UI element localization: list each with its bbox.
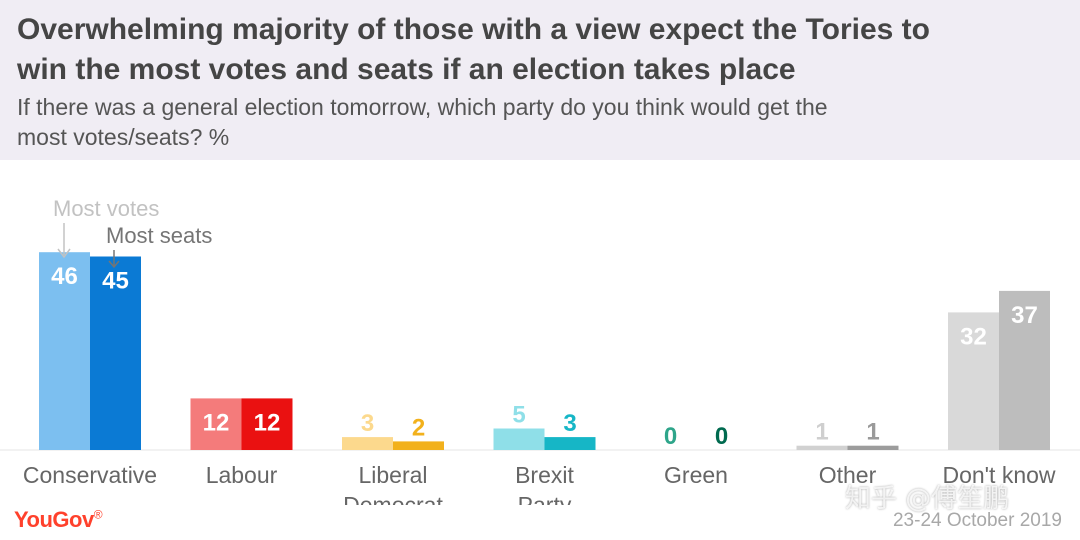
bar-votes-0: [39, 252, 90, 450]
bar-votes-6: [948, 312, 999, 450]
data-label-votes-3: 5: [512, 402, 525, 429]
survey-date: 23-24 October 2019: [892, 510, 1062, 531]
bar-votes-3: [493, 428, 545, 450]
category-label-3-0: Brexit: [515, 462, 574, 488]
bar-seats-3: [544, 437, 596, 450]
annotation-seats-arrow-head: [108, 260, 120, 269]
bar-seats-2: [393, 441, 444, 450]
category-label-2-1: Democrat: [343, 492, 443, 505]
data-label-votes-0: 46: [51, 263, 78, 290]
chart-subtitle: If there was a general election tomorrow…: [17, 92, 1017, 152]
subtitle-line-2: most votes/seats? %: [17, 124, 230, 150]
data-label-votes-5: 1: [815, 419, 828, 446]
subtitle-line-1: If there was a general election tomorrow…: [17, 94, 828, 120]
yougov-logo: YouGov®: [14, 507, 103, 533]
title-line-2: win the most votes and seats if an elect…: [17, 53, 796, 86]
logo-text: YouGov: [14, 507, 94, 532]
chart-title: Overwhelming majority of those with a vi…: [17, 10, 1057, 90]
bar-votes-5: [796, 445, 848, 450]
data-label-votes-2: 3: [361, 410, 374, 437]
data-label-seats-3: 3: [563, 410, 576, 437]
data-label-seats-6: 37: [1011, 302, 1038, 329]
watermark: 知乎 @傅笙鹏: [845, 484, 1010, 514]
annotation-votes-arrow-head: [57, 248, 71, 259]
bar-seats-6: [999, 290, 1050, 450]
data-label-votes-6: 32: [960, 323, 987, 350]
category-label-4: Green: [664, 462, 728, 488]
category-label-5: Other: [819, 462, 877, 488]
bar-votes-2: [342, 437, 393, 450]
data-label-votes-1: 12: [203, 409, 230, 436]
category-label-1: Labour: [206, 462, 278, 488]
data-label-seats-4: 0: [715, 423, 728, 450]
category-label-3-1: Party: [518, 492, 572, 505]
bar-seats-5: [847, 445, 899, 450]
annotation-most-votes: Most votes: [53, 196, 159, 221]
data-label-seats-2: 2: [412, 414, 425, 441]
category-label-0: Conservative: [23, 462, 157, 488]
data-label-seats-5: 1: [866, 419, 879, 446]
chart-header: Overwhelming majority of those with a vi…: [0, 0, 1080, 160]
data-label-votes-4: 0: [664, 423, 677, 450]
data-label-seats-1: 12: [254, 409, 281, 436]
title-line-1: Overwhelming majority of those with a vi…: [17, 13, 930, 46]
bar-votes-1: [190, 398, 242, 450]
data-label-seats-0: 45: [102, 268, 129, 295]
bar-seats-1: [241, 398, 293, 450]
category-label-6: Don't know: [942, 462, 1055, 488]
annotation-most-seats: Most seats: [106, 223, 212, 248]
category-label-2-0: Liberal: [358, 462, 427, 488]
bar-seats-0: [90, 256, 141, 450]
logo-trademark: ®: [93, 507, 103, 522]
